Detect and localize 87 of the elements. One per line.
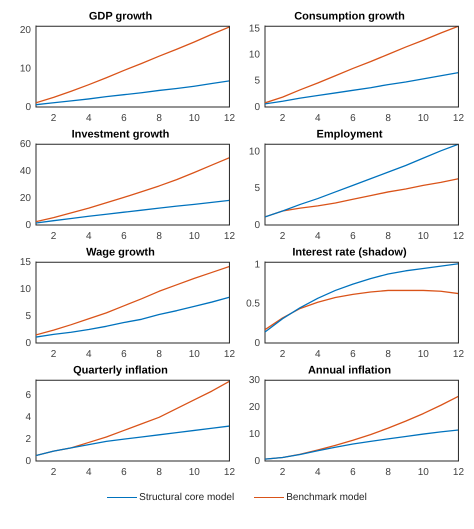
- x-tick-label: 4: [86, 466, 92, 478]
- x-tick-label: 12: [224, 230, 236, 242]
- x-tick-label: 4: [86, 112, 92, 124]
- x-tick-label: 2: [280, 348, 286, 360]
- y-tick-label: 2: [25, 434, 32, 445]
- y-tick-label: 0: [254, 338, 260, 349]
- chart-title: Quarterly inflation: [73, 364, 168, 377]
- x-tick-label: 10: [418, 112, 430, 124]
- x-tick-label: 8: [156, 348, 162, 360]
- x-tick-label: 4: [314, 466, 321, 478]
- x-tick-label: 8: [385, 348, 392, 360]
- chart-title: Employment: [316, 128, 383, 141]
- y-tick-label: 15: [248, 24, 260, 35]
- x-tick-label: 4: [314, 112, 321, 124]
- x-tick-label: 10: [418, 348, 430, 360]
- x-tick-label: 6: [350, 112, 356, 124]
- x-tick-label: 4: [314, 230, 321, 242]
- x-tick-label: 6: [121, 466, 128, 478]
- x-tick-label: 12: [224, 112, 236, 124]
- y-tick-label: 0.5: [246, 298, 260, 310]
- legend-label: Benchmark model: [286, 492, 367, 503]
- y-tick-label: 10: [20, 63, 32, 74]
- x-tick-label: 6: [350, 466, 356, 478]
- x-tick-label: 10: [418, 466, 430, 478]
- y-tick-label: 0: [254, 220, 260, 231]
- x-tick-label: 10: [418, 230, 430, 242]
- y-tick-label: 0: [25, 456, 32, 467]
- x-tick-label: 10: [188, 348, 200, 360]
- y-tick-label: 5: [254, 183, 260, 194]
- x-tick-label: 12: [452, 230, 464, 242]
- x-tick-label: 8: [385, 230, 392, 242]
- x-tick-label: 10: [188, 112, 200, 124]
- x-tick-label: 12: [452, 466, 464, 478]
- x-tick-label: 2: [280, 466, 286, 478]
- y-tick-label: 10: [248, 428, 260, 440]
- chart-title: Wage growth: [86, 246, 156, 259]
- y-tick-label: 60: [20, 138, 32, 150]
- x-tick-label: 8: [156, 112, 162, 124]
- y-tick-label: 6: [25, 390, 32, 402]
- x-tick-label: 4: [86, 348, 92, 360]
- y-tick-label: 10: [20, 284, 32, 295]
- x-tick-label: 2: [280, 230, 286, 242]
- x-tick-label: 6: [121, 230, 128, 242]
- x-tick-label: 8: [156, 466, 162, 478]
- y-tick-label: 0: [254, 456, 260, 467]
- x-tick-label: 8: [156, 230, 162, 242]
- y-tick-label: 20: [248, 402, 260, 413]
- y-tick-label: 10: [248, 146, 260, 158]
- chart-title: Annual inflation: [308, 364, 392, 377]
- x-tick-label: 6: [121, 112, 128, 124]
- x-tick-label: 10: [188, 230, 200, 242]
- legend-label: Structural core model: [139, 492, 234, 503]
- x-tick-label: 6: [121, 348, 128, 360]
- y-tick-label: 4: [25, 412, 32, 424]
- x-tick-label: 10: [188, 466, 200, 478]
- y-tick-label: 30: [248, 374, 260, 386]
- chart-title: Interest rate (shadow): [292, 246, 407, 259]
- chart-title: Investment growth: [72, 128, 170, 141]
- x-tick-label: 2: [280, 112, 286, 124]
- x-tick-label: 12: [224, 348, 236, 360]
- y-tick-label: 5: [254, 76, 260, 87]
- chart-title: Consumption growth: [294, 10, 406, 23]
- x-tick-label: 12: [224, 466, 236, 478]
- y-tick-label: 1: [254, 259, 260, 270]
- x-tick-label: 12: [452, 348, 464, 360]
- y-tick-label: 10: [248, 50, 260, 61]
- y-tick-label: 0: [25, 338, 32, 349]
- x-tick-label: 8: [385, 466, 392, 478]
- x-tick-label: 2: [50, 466, 57, 478]
- x-tick-label: 6: [350, 348, 356, 360]
- y-tick-label: 20: [20, 24, 32, 36]
- x-tick-label: 2: [50, 230, 57, 242]
- x-tick-label: 2: [50, 348, 57, 360]
- y-tick-label: 5: [25, 310, 32, 322]
- y-tick-label: 20: [20, 192, 32, 204]
- y-tick-label: 0: [254, 102, 260, 113]
- x-tick-label: 4: [86, 230, 92, 242]
- x-tick-label: 4: [314, 348, 321, 360]
- y-tick-label: 0: [25, 220, 32, 231]
- chart-title: GDP growth: [88, 10, 152, 23]
- x-tick-label: 12: [452, 112, 464, 124]
- x-tick-label: 2: [50, 112, 57, 124]
- y-tick-label: 0: [25, 102, 32, 113]
- x-tick-label: 8: [385, 112, 392, 124]
- y-tick-label: 15: [20, 256, 32, 268]
- y-tick-label: 40: [20, 166, 32, 177]
- x-tick-label: 6: [350, 230, 356, 242]
